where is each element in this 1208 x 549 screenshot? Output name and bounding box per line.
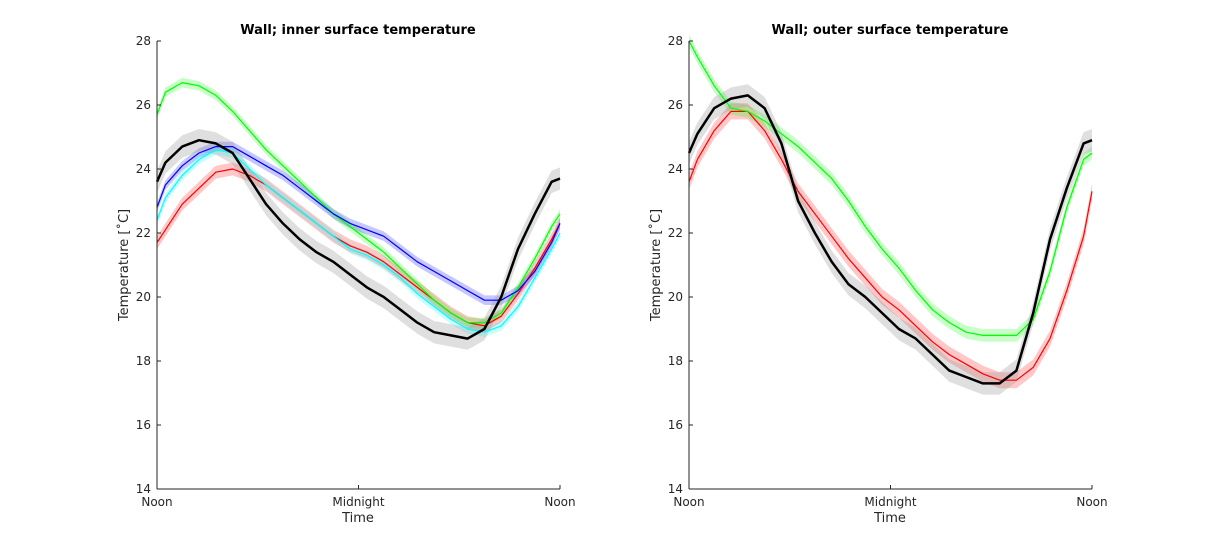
y-tick-label: 26	[668, 98, 683, 112]
x-ticks: Noon Midnight Noon	[141, 485, 576, 509]
y-ticks: 14 16 18 20 22 24 26 28	[668, 34, 693, 496]
x-axis-label: Time	[873, 511, 906, 526]
series-layer	[687, 34, 1093, 395]
y-tick-label: 18	[136, 354, 151, 368]
y-tick-label: 20	[668, 290, 683, 304]
chart-inner-surface: Wall; inner surface temperature 14 16 18 20…	[116, 23, 576, 526]
series-0-line	[688, 110, 1093, 381]
series-0-line	[156, 168, 561, 327]
series-0-band	[157, 162, 560, 333]
y-tick-label: 20	[136, 290, 151, 304]
y-tick-label: 18	[668, 354, 683, 368]
series-2-line	[687, 94, 1093, 385]
x-ticks: Noon Midnight Noon	[673, 485, 1108, 509]
y-tick-label: 22	[136, 226, 151, 240]
y-axis-label: Temperature [˚C]	[116, 209, 132, 322]
x-tick-label: Midnight	[332, 495, 384, 509]
chart-title: Wall; outer surface temperature	[772, 23, 1009, 38]
series-2-band	[689, 84, 1092, 395]
series-2-band	[157, 141, 560, 305]
x-tick-label: Noon	[141, 495, 172, 509]
chart-title: Wall; inner surface temperature	[240, 23, 476, 38]
x-axis-label: Time	[341, 511, 374, 526]
series-layer	[155, 77, 561, 350]
series-4-line	[155, 138, 561, 340]
y-tick-label: 16	[136, 418, 151, 432]
axes: 14 16 18 20 22 24 26 28 Noon Midnight Noon	[136, 34, 576, 509]
series-1-line	[156, 81, 561, 324]
y-axis-label: Temperature [˚C]	[648, 209, 664, 322]
y-tick-label: 14	[668, 482, 683, 496]
series-3-line	[156, 149, 561, 333]
axes: 14 16 18 20 22 24 26 28 Noon Midnight Noon	[668, 34, 1108, 509]
y-tick-label: 16	[668, 418, 683, 432]
chart-outer-surface: Wall; outer surface temperature 14 16 18 20…	[648, 23, 1108, 526]
series-1-line	[688, 40, 1093, 336]
y-tick-label: 22	[668, 226, 683, 240]
y-ticks: 14 16 18 20 22 24 26 28	[136, 34, 161, 496]
y-tick-label: 14	[136, 482, 151, 496]
series-3-band	[157, 145, 560, 337]
y-tick-label: 26	[136, 98, 151, 112]
series-0-band	[689, 103, 1092, 389]
y-tick-label: 28	[136, 34, 151, 48]
x-tick-label: Noon	[1076, 495, 1107, 509]
x-tick-label: Noon	[673, 495, 704, 509]
y-tick-label: 24	[136, 162, 151, 176]
y-tick-label: 24	[668, 162, 683, 176]
x-tick-label: Midnight	[864, 495, 916, 509]
y-tick-label: 28	[668, 34, 683, 48]
series-4-band	[157, 129, 560, 350]
x-tick-label: Noon	[544, 495, 575, 509]
